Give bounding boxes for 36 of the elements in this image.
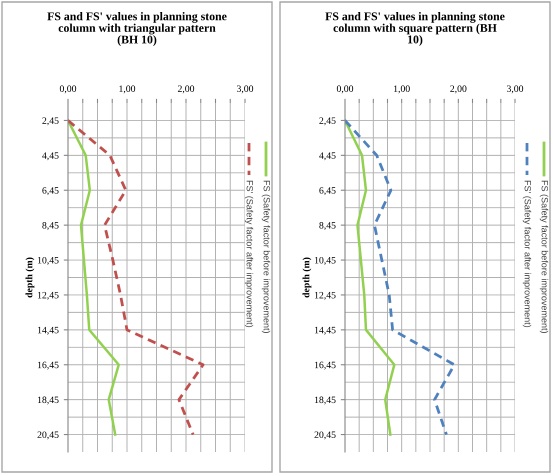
y-tick-label: 12,45 bbox=[38, 292, 59, 300]
y-tick-label: 14,45 bbox=[38, 326, 59, 335]
y-tick-label: 16,45 bbox=[38, 362, 59, 370]
y-tick-label: 18,45 bbox=[314, 396, 336, 405]
y-tick-label: 10,45 bbox=[38, 256, 59, 265]
text: FS (Safety factor before improvement) bbox=[540, 180, 548, 333]
y-tick-label: 20,45 bbox=[314, 431, 336, 440]
chart-title: FS and FS' values in planning stone column with square pattern (BH 10) bbox=[325, 12, 505, 46]
y-axis-title: depth (m) bbox=[26, 258, 34, 298]
y-tick-label: 20,45 bbox=[38, 431, 59, 440]
y-tick-label: 12,45 bbox=[314, 292, 336, 300]
y-tick-label: 2,45 bbox=[42, 117, 59, 126]
y-tick-label: 16,45 bbox=[314, 362, 336, 370]
x-tick-label: 2,00 bbox=[178, 85, 194, 94]
x-tick-label: 0,00 bbox=[60, 85, 76, 94]
text: FS (Safety factor before improvement) bbox=[262, 180, 270, 333]
y-tick-label: 10,45 bbox=[314, 256, 336, 265]
y-tick-label: 18,45 bbox=[38, 396, 59, 405]
y-axis-title: depth (m) bbox=[302, 258, 312, 298]
x-tick-label: 2,00 bbox=[450, 85, 466, 94]
y-tick-label: 2,45 bbox=[319, 117, 336, 126]
text: FS' (Safety factor after improvement) bbox=[244, 180, 254, 328]
y-tick-label: 4,45 bbox=[319, 152, 336, 160]
text: FS' (Safety factor after improvement) bbox=[522, 180, 532, 328]
y-tick-label: 8,45 bbox=[42, 222, 59, 230]
chart-title: FS and FS' values in planning stone column with triangular pattern (BH 10) bbox=[47, 12, 227, 46]
y-tick-label: 6,45 bbox=[42, 187, 59, 196]
x-tick-label: 1,00 bbox=[119, 85, 136, 94]
y-tick-label: 4,45 bbox=[42, 152, 59, 160]
y-tick-label: 8,45 bbox=[319, 222, 336, 230]
x-tick-label: 3,00 bbox=[236, 85, 254, 94]
x-tick-label: 3,00 bbox=[506, 85, 524, 94]
x-tick-label: 0,00 bbox=[336, 85, 354, 94]
y-tick-label: 6,45 bbox=[319, 187, 336, 196]
y-tick-label: 14,45 bbox=[314, 326, 336, 335]
x-tick-label: 1,00 bbox=[394, 85, 410, 94]
